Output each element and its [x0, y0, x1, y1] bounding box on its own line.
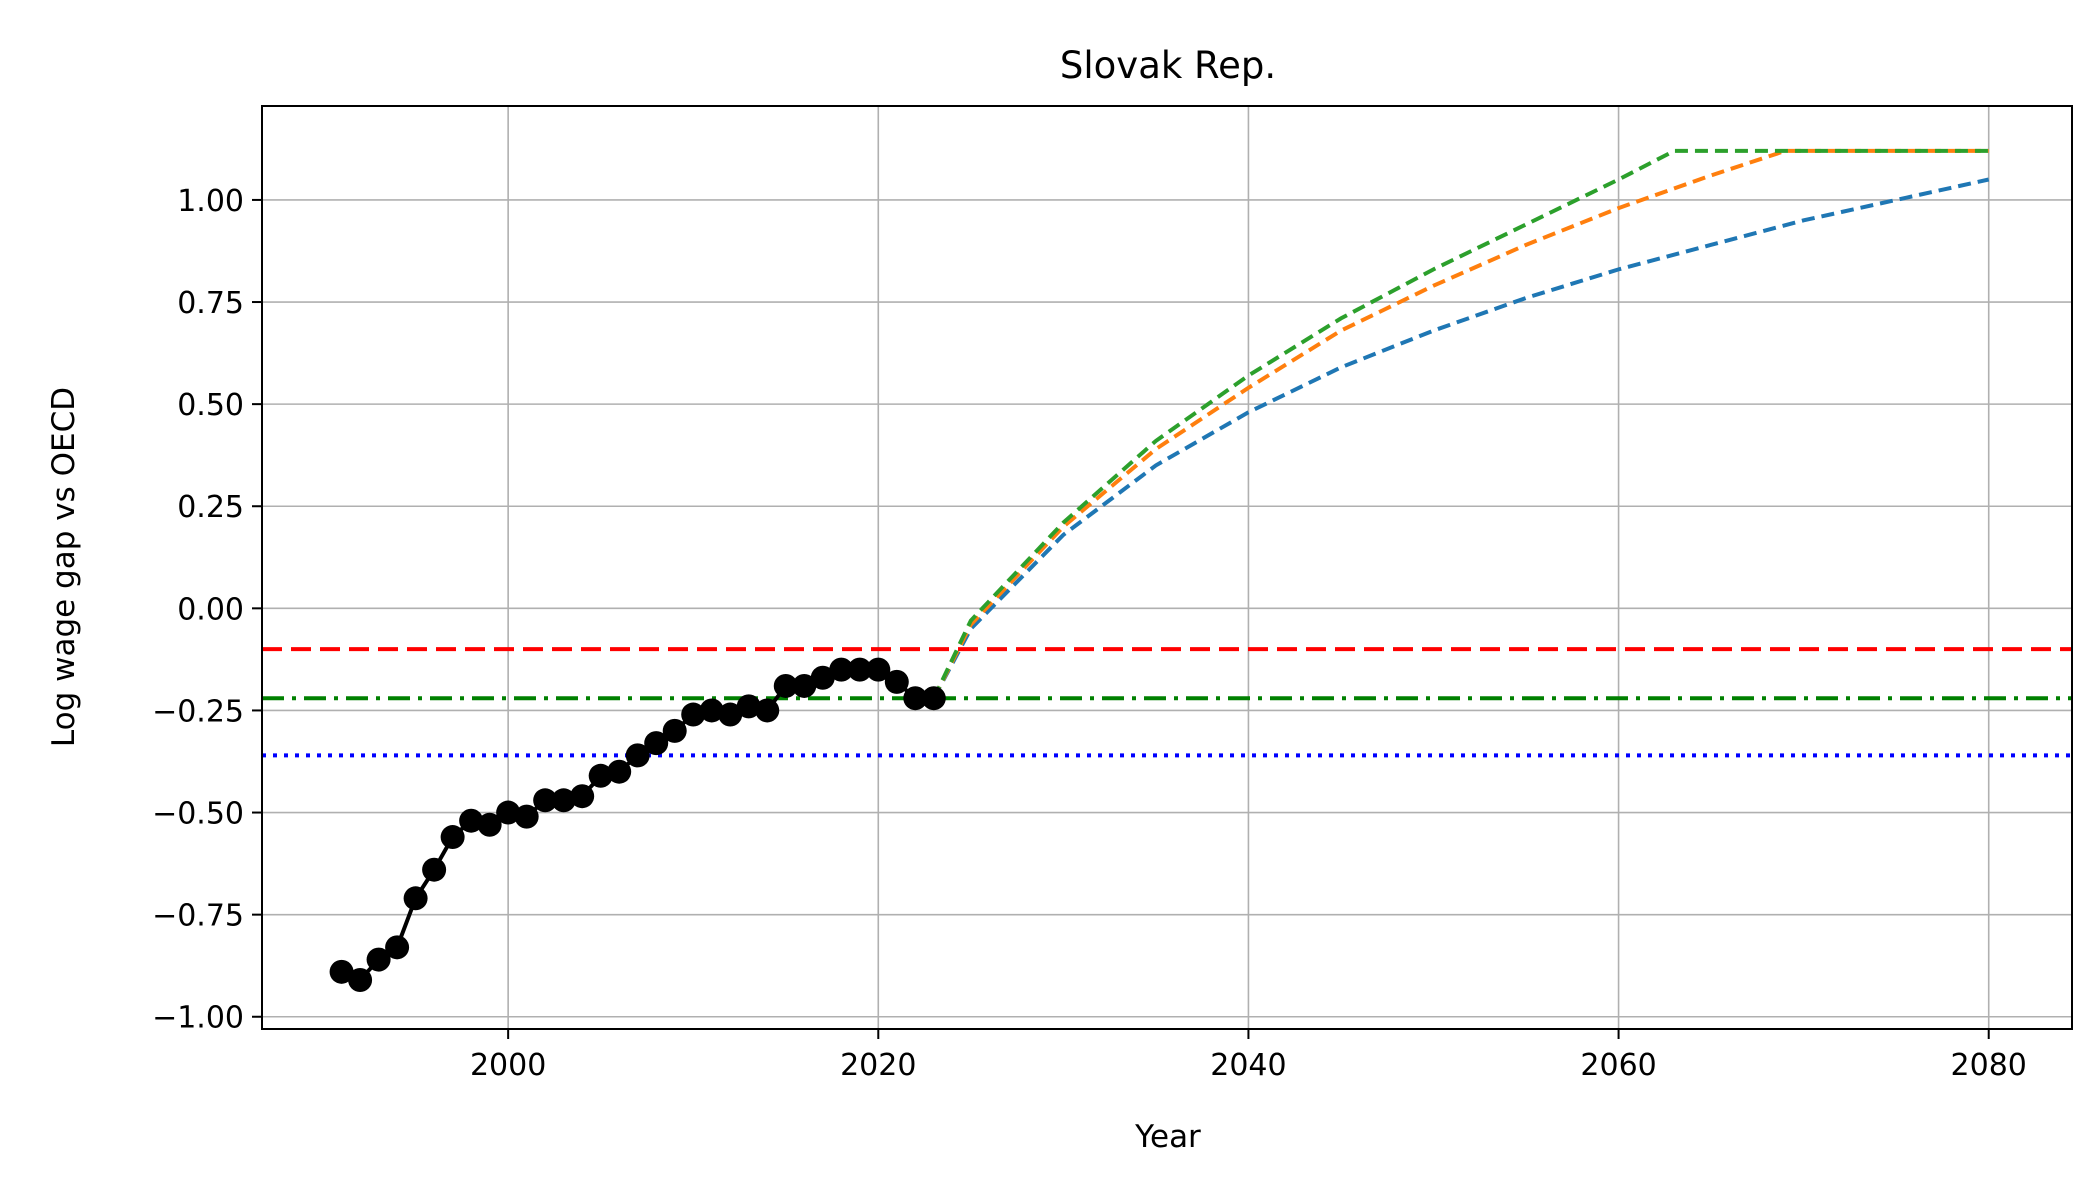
projection-line-1: [932, 177, 1990, 700]
chart-title: Slovak Rep.: [1060, 44, 1276, 87]
plot-frame: [261, 105, 2073, 1030]
y-tick-label: 0.00: [177, 592, 244, 627]
observed-point: [662, 718, 687, 743]
y-tick-label: 0.75: [177, 286, 244, 321]
observed-point: [366, 947, 391, 972]
y-axis-title: Log wage gap vs OECD: [46, 387, 82, 747]
observed-point: [736, 694, 761, 719]
observed-point: [884, 669, 909, 694]
observed-point: [588, 763, 613, 788]
observed-point: [607, 759, 632, 784]
x-tick-label: 2000: [470, 1048, 546, 1083]
x-tick-label: 2060: [1580, 1048, 1656, 1083]
observed-point: [866, 657, 891, 682]
observed-point: [385, 935, 410, 960]
y-tick-label: 1.00: [177, 184, 244, 219]
y-tick-label: 0.50: [177, 388, 244, 423]
x-axis-title: Year: [1134, 1119, 1201, 1155]
series-group: [329, 148, 1990, 992]
x-tick-label: 2040: [1210, 1048, 1286, 1083]
observed-point: [921, 686, 946, 711]
observed-point: [329, 959, 354, 984]
projection-line-3: [932, 148, 1989, 700]
observed-point: [496, 800, 521, 825]
y-axis: −1.00 −0.75 −0.50 −0.25 0.00 0.25 0.50 0.75 1.00: [152, 184, 262, 1036]
observed-point: [699, 698, 724, 723]
observed-point: [810, 665, 835, 690]
observed-point: [755, 698, 780, 723]
projection-line-2: [932, 148, 1989, 700]
observed-point: [440, 825, 465, 850]
observed-point: [681, 702, 706, 727]
observed-point: [514, 804, 539, 829]
x-tick-label: 2020: [840, 1048, 916, 1083]
observed-point: [792, 673, 817, 698]
y-tick-label: 0.25: [177, 490, 244, 525]
observed-point: [625, 743, 650, 768]
observed-point: [773, 673, 798, 698]
y-tick-label: −0.25: [152, 694, 244, 729]
observed-point: [551, 788, 576, 813]
y-tick-label: −1.00: [152, 1001, 244, 1036]
x-tick-label: 2080: [1951, 1048, 2027, 1083]
observed-point: [533, 788, 558, 813]
y-tick-label: −0.75: [152, 899, 244, 934]
observed-point: [644, 731, 669, 756]
observed-point: [459, 808, 484, 833]
y-tick-label: −0.50: [152, 797, 244, 832]
observed-point: [477, 812, 502, 837]
observed-point: [348, 967, 373, 992]
observed-point: [570, 784, 595, 809]
x-axis: 2000 2020 2040 2060 2080: [470, 1029, 2027, 1083]
observed-point: [403, 886, 428, 911]
observed-point: [718, 702, 743, 727]
observed-point: [829, 657, 854, 682]
reference-lines: [262, 647, 2072, 758]
observed-point: [847, 657, 872, 682]
observed-point: [422, 857, 447, 882]
grid-lines: [262, 106, 2072, 1029]
observed-point: [903, 686, 928, 711]
